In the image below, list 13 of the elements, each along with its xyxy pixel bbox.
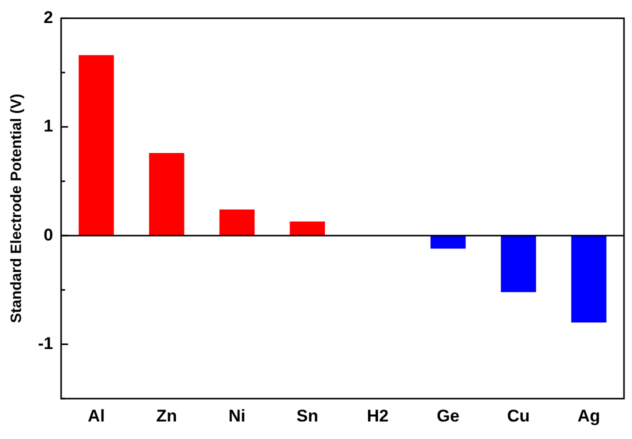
y-tick-label: 2 <box>44 8 54 27</box>
y-axis-title: Standard Electrode Potential (V) <box>8 94 26 324</box>
x-tick-label: Ni <box>228 406 246 426</box>
x-tick-label: Zn <box>156 406 178 426</box>
x-tick-label: Sn <box>296 406 318 426</box>
y-tick-label: 1 <box>44 116 54 136</box>
x-tick-label: H2 <box>366 406 389 426</box>
x-tick-label: Al <box>88 406 105 426</box>
y-tick-label: -1 <box>38 334 54 353</box>
x-tick-label: Ge <box>436 406 460 426</box>
y-tick-label: 0 <box>44 225 54 244</box>
x-tick-label: Cu <box>507 406 530 426</box>
x-tick-label: Ag <box>577 406 600 426</box>
